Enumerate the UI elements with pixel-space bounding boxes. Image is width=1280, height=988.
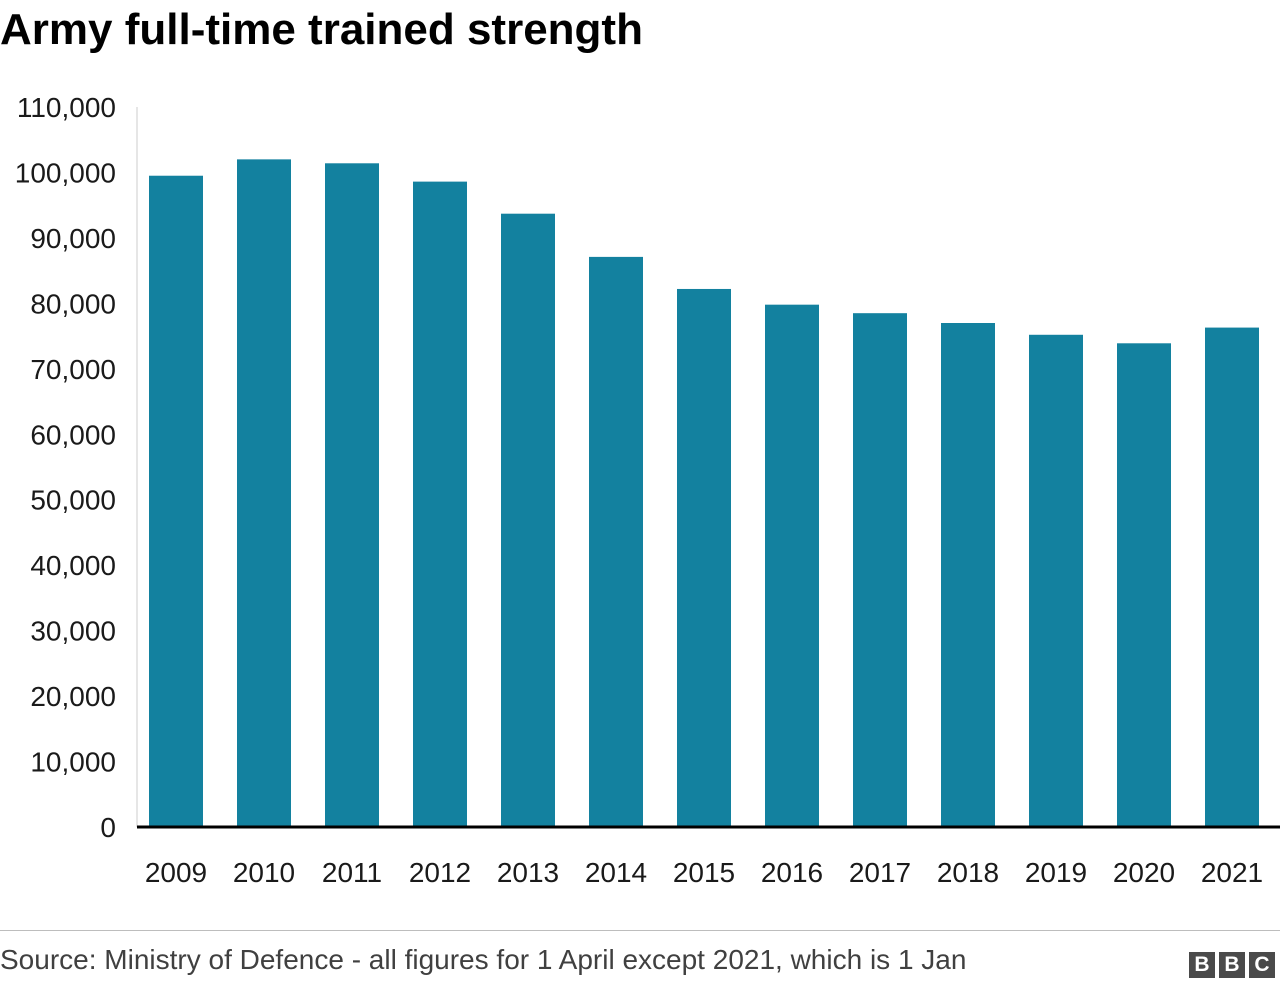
y-tick-label: 50,000 (30, 485, 116, 516)
bar (853, 313, 907, 827)
chart-title: Army full-time trained strength (0, 5, 643, 54)
bar (1205, 327, 1259, 827)
bar (765, 304, 819, 827)
logo-letter: B (1219, 952, 1245, 978)
y-tick-label: 30,000 (30, 616, 116, 647)
bar (1029, 334, 1083, 827)
bar-chart: 0 10,000 20,000 30,000 40,000 50,000 60,000 70,… (15, 92, 1280, 888)
logo-letter: C (1249, 952, 1275, 978)
y-tick-label: 0 (100, 812, 116, 843)
x-tick-label: 2014 (585, 857, 647, 888)
logo-letter: B (1189, 952, 1215, 978)
x-tick-label: 2020 (1113, 857, 1175, 888)
footer-divider (0, 930, 1280, 931)
bar (325, 163, 379, 828)
bar (501, 213, 555, 827)
x-tick-label: 2010 (233, 857, 295, 888)
x-tick-label: 2017 (849, 857, 911, 888)
y-tick-label: 60,000 (30, 419, 116, 450)
bar (1117, 343, 1171, 827)
x-tick-label: 2018 (937, 857, 999, 888)
source-note: Source: Ministry of Defence - all figure… (0, 944, 967, 975)
y-tick-label: 90,000 (30, 223, 116, 254)
y-tick-label: 70,000 (30, 354, 116, 385)
x-tick-label: 2013 (497, 857, 559, 888)
x-tick-label: 2011 (322, 857, 382, 888)
y-tick-label: 20,000 (30, 681, 116, 712)
x-tick-label: 2019 (1025, 857, 1087, 888)
bar (149, 175, 203, 827)
x-tick-label: 2015 (673, 857, 735, 888)
y-tick-label: 110,000 (17, 92, 116, 123)
bar (237, 159, 291, 827)
y-tick-label: 100,000 (15, 157, 116, 188)
x-tick-label: 2009 (145, 857, 207, 888)
x-tick-label: 2016 (761, 857, 823, 888)
y-tick-label: 10,000 (30, 747, 116, 778)
x-tick-label: 2021 (1201, 857, 1263, 888)
y-tick-label: 80,000 (30, 288, 116, 319)
bar (589, 256, 643, 828)
bar (941, 323, 995, 827)
x-tick-label: 2012 (409, 857, 471, 888)
bar (677, 288, 731, 827)
y-tick-label: 40,000 (30, 550, 116, 581)
bar (413, 181, 467, 828)
bbc-logo: B B C (1189, 952, 1275, 978)
